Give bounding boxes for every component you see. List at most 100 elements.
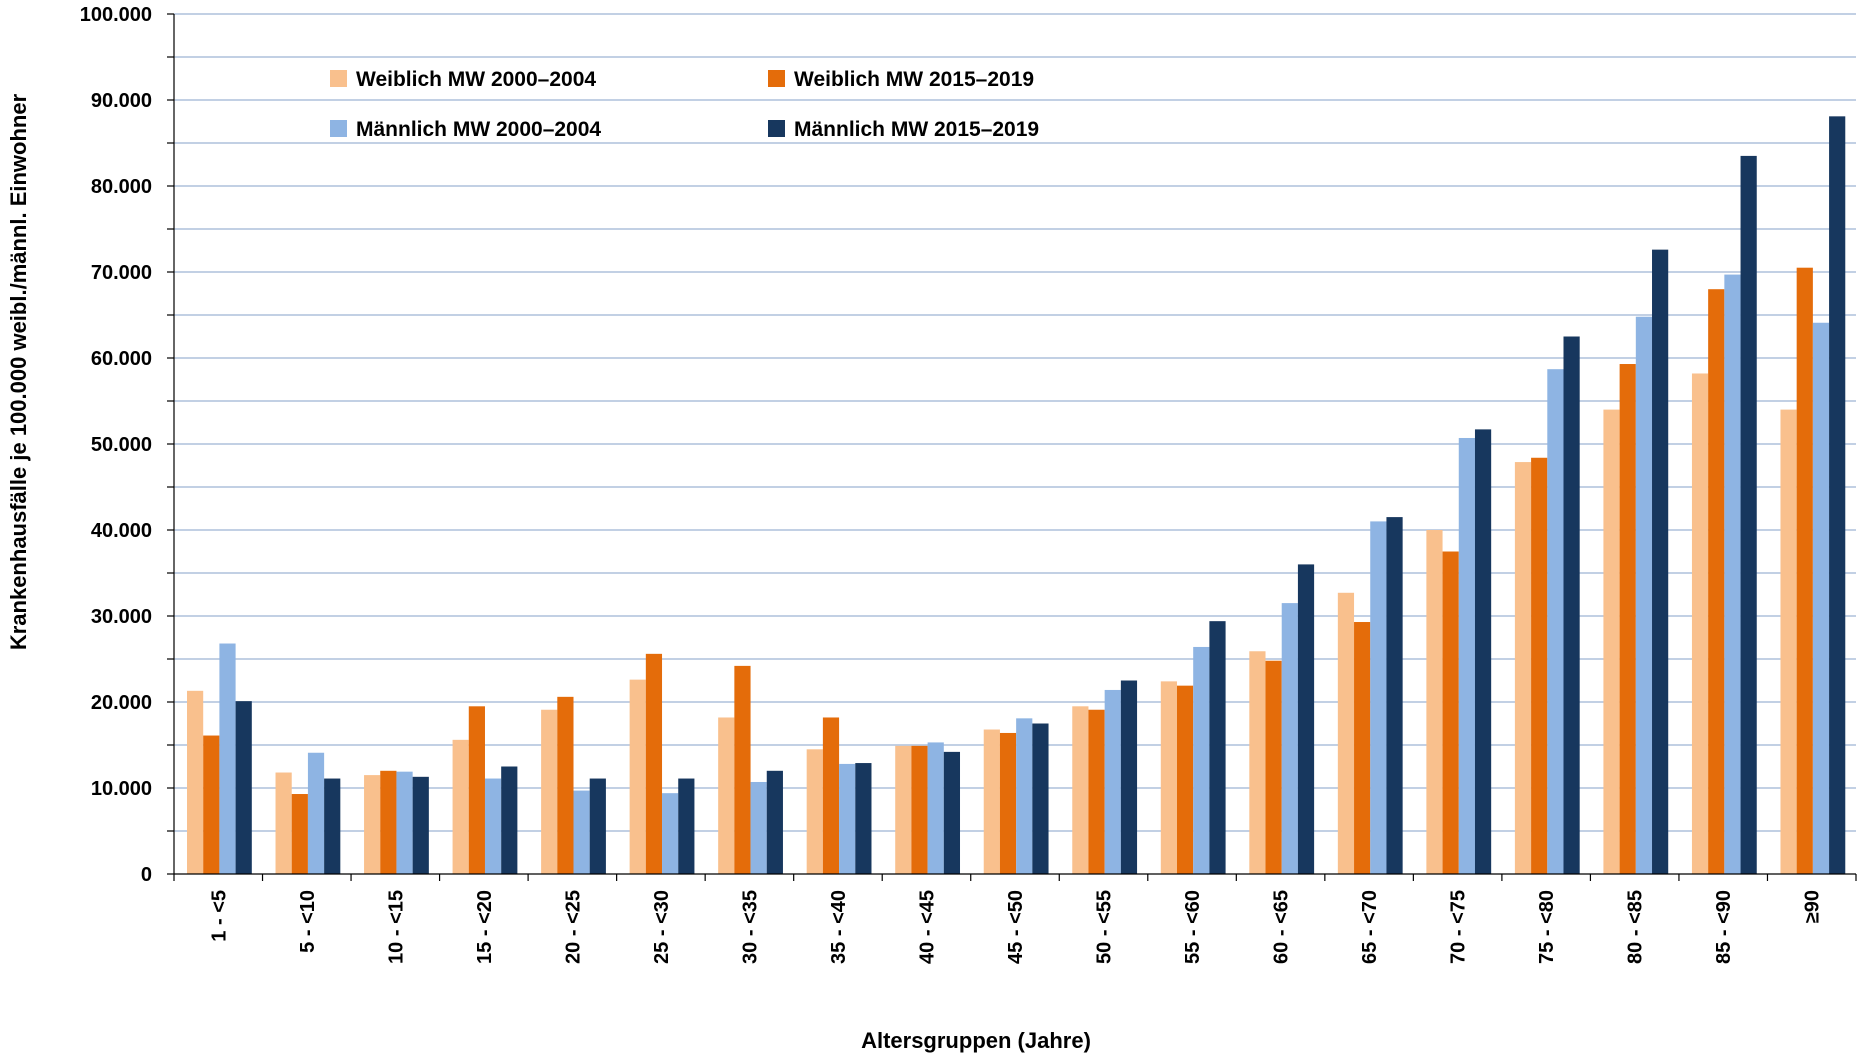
bar bbox=[1442, 551, 1459, 874]
bar bbox=[895, 745, 912, 874]
bar bbox=[1812, 322, 1830, 874]
bar bbox=[1829, 116, 1846, 875]
bar bbox=[412, 776, 429, 874]
bar bbox=[734, 665, 751, 874]
bar bbox=[1088, 709, 1105, 874]
bar bbox=[557, 696, 574, 874]
x-tick-label: 25 - <30 bbox=[651, 890, 673, 964]
bar bbox=[999, 732, 1017, 874]
bar bbox=[235, 701, 252, 874]
bar bbox=[1297, 564, 1315, 874]
legend-label: Männlich MW 2000–2004 bbox=[356, 118, 601, 141]
bar bbox=[1193, 646, 1210, 874]
x-tick-label: 30 - <35 bbox=[739, 890, 761, 964]
bar bbox=[1016, 718, 1033, 874]
x-tick-label: 35 - <40 bbox=[828, 890, 850, 964]
bars bbox=[187, 116, 1846, 875]
bar bbox=[1740, 155, 1757, 874]
bar bbox=[1249, 651, 1266, 874]
bar bbox=[766, 770, 783, 874]
y-tick-label: 0 bbox=[141, 864, 152, 886]
bar bbox=[501, 766, 518, 874]
bar bbox=[822, 717, 840, 874]
x-tick-label: 40 - <45 bbox=[916, 890, 938, 964]
x-tick-label: 20 - <25 bbox=[562, 890, 584, 964]
bar bbox=[943, 751, 961, 874]
legend-swatch bbox=[768, 70, 785, 87]
y-tick-label: 90.000 bbox=[91, 90, 152, 112]
x-tick-label: 70 - <75 bbox=[1448, 890, 1470, 964]
bar bbox=[484, 778, 502, 874]
bar bbox=[1724, 274, 1741, 875]
bar bbox=[1691, 373, 1709, 874]
bar bbox=[629, 679, 646, 874]
bar bbox=[380, 770, 397, 874]
y-tick-label: 100.000 bbox=[80, 4, 152, 26]
bar bbox=[645, 653, 663, 874]
bar bbox=[678, 778, 695, 874]
bar bbox=[1104, 689, 1121, 874]
y-tick-label: 10.000 bbox=[91, 778, 152, 800]
legend-swatch bbox=[330, 70, 347, 87]
bar bbox=[396, 771, 413, 874]
legend-label: Weiblich MW 2000–2004 bbox=[356, 68, 596, 91]
x-tick-label: 15 - <20 bbox=[474, 890, 496, 964]
bar bbox=[1281, 603, 1298, 874]
bar bbox=[589, 778, 606, 874]
legend-label: Weiblich MW 2015–2019 bbox=[794, 68, 1034, 91]
bar bbox=[1120, 680, 1138, 874]
bar bbox=[573, 790, 590, 874]
x-tick-label: ≥90 bbox=[1802, 890, 1824, 923]
bar bbox=[1032, 723, 1049, 874]
bar bbox=[1531, 457, 1548, 874]
legend-swatch bbox=[768, 120, 785, 137]
x-axis-title: Altersgruppen (Jahre) bbox=[861, 1028, 1091, 1053]
bar bbox=[1547, 369, 1564, 874]
bar bbox=[750, 781, 767, 874]
x-tick-label: 10 - <15 bbox=[385, 890, 407, 964]
bar bbox=[1160, 681, 1177, 874]
bar bbox=[839, 763, 856, 874]
bar bbox=[324, 778, 341, 874]
bar bbox=[1708, 289, 1725, 874]
y-tick-label: 60.000 bbox=[91, 348, 152, 370]
x-tick-label: 80 - <85 bbox=[1625, 890, 1647, 964]
bar bbox=[1265, 660, 1282, 874]
bar bbox=[219, 643, 236, 874]
y-tick-label: 20.000 bbox=[91, 692, 152, 714]
bar bbox=[1458, 437, 1475, 874]
bar bbox=[855, 763, 872, 874]
bar bbox=[1370, 521, 1387, 874]
bar bbox=[662, 793, 679, 874]
bar bbox=[1209, 621, 1226, 874]
y-tick-label: 50.000 bbox=[91, 434, 152, 456]
y-tick-label: 30.000 bbox=[91, 606, 152, 628]
bar bbox=[541, 709, 558, 874]
bar bbox=[291, 794, 308, 874]
y-tick-label: 70.000 bbox=[91, 262, 152, 284]
bar bbox=[1072, 706, 1089, 874]
y-tick-label: 80.000 bbox=[91, 176, 152, 198]
bar bbox=[1563, 336, 1580, 874]
bar bbox=[364, 775, 381, 874]
legend-swatch bbox=[330, 120, 347, 137]
bar bbox=[1474, 429, 1492, 874]
x-tick-label: 75 - <80 bbox=[1536, 890, 1558, 964]
bar bbox=[1652, 249, 1669, 874]
y-tick-label: 40.000 bbox=[91, 520, 152, 542]
x-tick-label: 60 - <65 bbox=[1271, 890, 1293, 964]
x-tick-label: 50 - <55 bbox=[1094, 890, 1116, 964]
bar bbox=[1603, 409, 1620, 874]
x-tick-label: 65 - <70 bbox=[1359, 890, 1381, 964]
bar bbox=[187, 690, 204, 874]
bar bbox=[468, 706, 485, 874]
bar bbox=[1386, 517, 1403, 874]
bar bbox=[1426, 530, 1443, 874]
x-tick-label: 85 - <90 bbox=[1713, 890, 1735, 964]
x-tick-label: 45 - <50 bbox=[1005, 890, 1027, 964]
bar bbox=[911, 745, 928, 874]
axes bbox=[167, 13, 1857, 881]
bar bbox=[1780, 409, 1797, 874]
